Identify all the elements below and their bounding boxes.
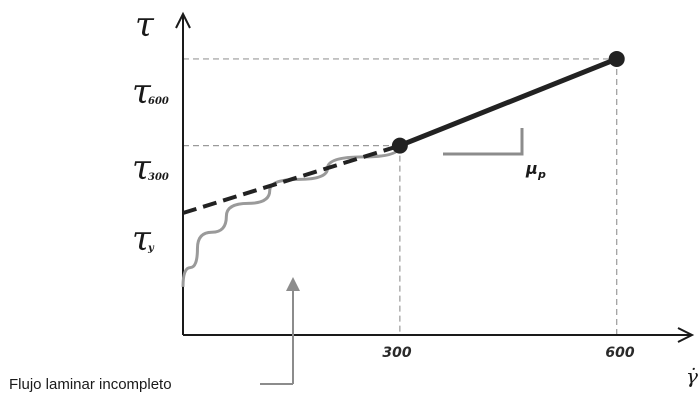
points-group (391, 50, 625, 154)
svg-text:τ: τ (132, 219, 152, 259)
slope-label: μ p (525, 159, 546, 181)
y-axis-label: τ (135, 5, 155, 45)
data-point-300 (391, 137, 408, 154)
annotation-arrow-icon (286, 277, 300, 291)
x-tick-label-600: 600 (605, 345, 634, 361)
svg-text:τ: τ (132, 148, 152, 188)
svg-text:p: p (537, 168, 546, 181)
series-line-solid-black (398, 56, 618, 148)
guide-lines (183, 58, 618, 335)
slope-triangle (443, 128, 524, 156)
svg-text:y: y (147, 243, 155, 254)
y-axis-arrow-icon (175, 11, 191, 29)
series-line-curve-gray (181, 145, 402, 287)
x-axis-arrow-icon (677, 327, 695, 343)
y-tick-label-300: τ 300 (132, 148, 169, 188)
svg-text:τ: τ (132, 72, 152, 112)
svg-text:600: 600 (148, 96, 169, 107)
y-tick-label-y: τ y (132, 219, 155, 259)
x-tick-label-300: 300 (382, 345, 411, 361)
svg-text:μ: μ (525, 159, 538, 178)
series-line-dashed-black (182, 143, 401, 215)
series-group (181, 56, 618, 287)
x-axis-label: γ̇ (686, 364, 698, 388)
y-tick-label-600: τ 600 (132, 72, 169, 112)
annotation-text: Flujo laminar incompleto (9, 376, 172, 393)
data-point-600 (608, 50, 625, 67)
svg-text:300: 300 (148, 172, 169, 183)
